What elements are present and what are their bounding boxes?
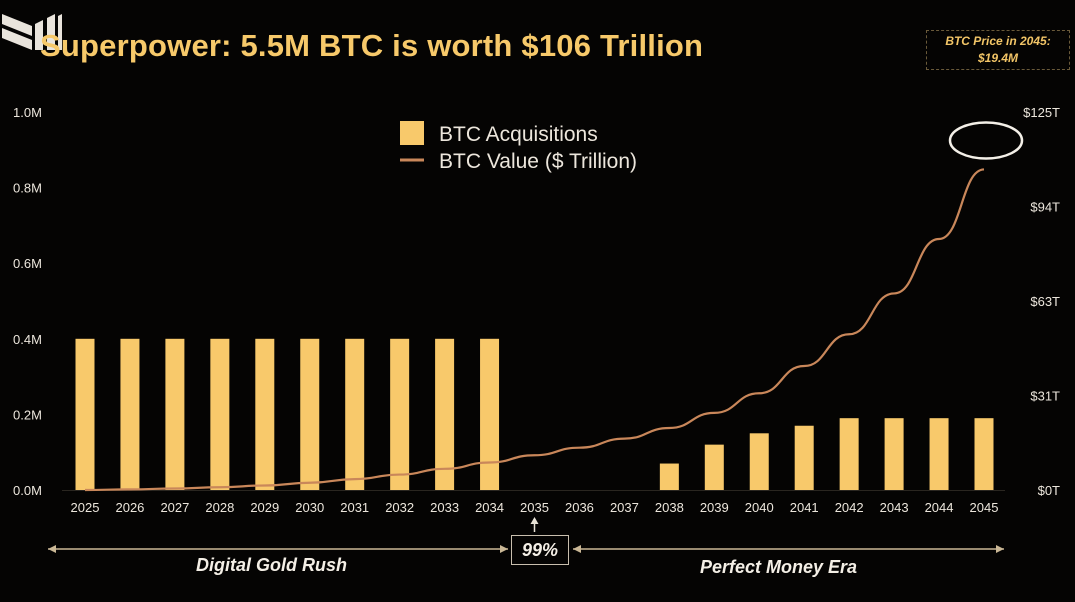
y-right-tick-label: $94T: [1030, 200, 1060, 215]
chart-bar: [839, 418, 859, 490]
era-left-arrowhead-start: [48, 545, 56, 553]
x-tick-label: 2040: [745, 500, 774, 515]
era-left-arrowhead-end: [500, 545, 508, 553]
y-left-tick-label: 0.2M: [13, 407, 42, 422]
x-tick-label: 2034: [475, 500, 504, 515]
era-percent-box: 99%: [511, 535, 569, 565]
y-left-tick-label: 0.6M: [13, 256, 42, 271]
chart-bar: [974, 418, 994, 490]
y-left-tick-label: 0.0M: [13, 483, 42, 498]
x-tick-label: 2025: [71, 500, 100, 515]
pointer-arrowhead: [530, 517, 539, 524]
chart-bar: [929, 418, 949, 490]
x-tick-label: 2039: [700, 500, 729, 515]
y-left-tick-label: 1.0M: [13, 105, 42, 120]
chart-bar: [345, 338, 365, 490]
brand-logo-icon: [2, 8, 64, 57]
chart-bar: [300, 338, 320, 490]
price-note-value: $19.4M: [977, 51, 1019, 65]
value-line: [84, 168, 985, 492]
chart-bar: [390, 338, 410, 490]
chart-bar: [884, 418, 904, 490]
legend-bar-swatch: [400, 121, 424, 145]
chart-bar: [75, 338, 95, 490]
x-tick-label: 2041: [790, 500, 819, 515]
x-tick-label: 2027: [160, 500, 189, 515]
legend-bar-label: BTC Acquisitions: [439, 123, 598, 146]
chart-bar: [749, 433, 769, 490]
x-tick-label: 2035: [520, 500, 549, 515]
chart-bar: [120, 338, 140, 490]
y-right-tick-label: $63T: [1030, 294, 1060, 309]
x-tick-label: 2036: [565, 500, 594, 515]
chart-bar: [480, 338, 500, 490]
era-left-label: Digital Gold Rush: [196, 555, 347, 575]
y-left-tick-label: 0.8M: [13, 181, 42, 196]
y-right-tick-label: $31T: [1030, 389, 1060, 404]
x-tick-label: 2038: [655, 500, 684, 515]
y-right-tick-label: $125T: [1023, 105, 1060, 120]
x-tick-label: 2029: [250, 500, 279, 515]
price-note-box: BTC Price in 2045: $19.4M: [926, 30, 1070, 70]
chart-bar: [794, 425, 814, 490]
page-title: Superpower: 5.5M BTC is worth $106 Trill…: [40, 28, 704, 63]
legend-line-label: BTC Value ($ Trillion): [439, 150, 637, 173]
x-tick-label: 2042: [835, 500, 864, 515]
chart-bar: [704, 444, 724, 490]
x-tick-label: 2033: [430, 500, 459, 515]
x-tick-label: 2032: [385, 500, 414, 515]
era-right-arrowhead-start: [573, 545, 581, 553]
chart-bar: [165, 338, 185, 490]
x-tick-label: 2037: [610, 500, 639, 515]
x-tick-label: 2045: [970, 500, 999, 515]
chart-bar: [210, 338, 230, 490]
era-right-arrowhead-end: [996, 545, 1004, 553]
chart-bar: [255, 338, 275, 490]
price-note-label: BTC Price in 2045:: [945, 34, 1051, 48]
x-tick-label: 2031: [340, 500, 369, 515]
x-tick-label: 2030: [295, 500, 324, 515]
chart-bar: [435, 338, 455, 490]
y-left-tick-label: 0.4M: [13, 332, 42, 347]
x-tick-label: 2044: [925, 500, 954, 515]
chart-bar: [659, 463, 679, 490]
highlight-circle: [948, 121, 1024, 160]
era-right-label: Perfect Money Era: [700, 557, 858, 577]
x-tick-label: 2028: [205, 500, 234, 515]
x-tick-label: 2043: [880, 500, 909, 515]
x-tick-label: 2026: [115, 500, 144, 515]
y-right-tick-label: $0T: [1038, 483, 1060, 498]
